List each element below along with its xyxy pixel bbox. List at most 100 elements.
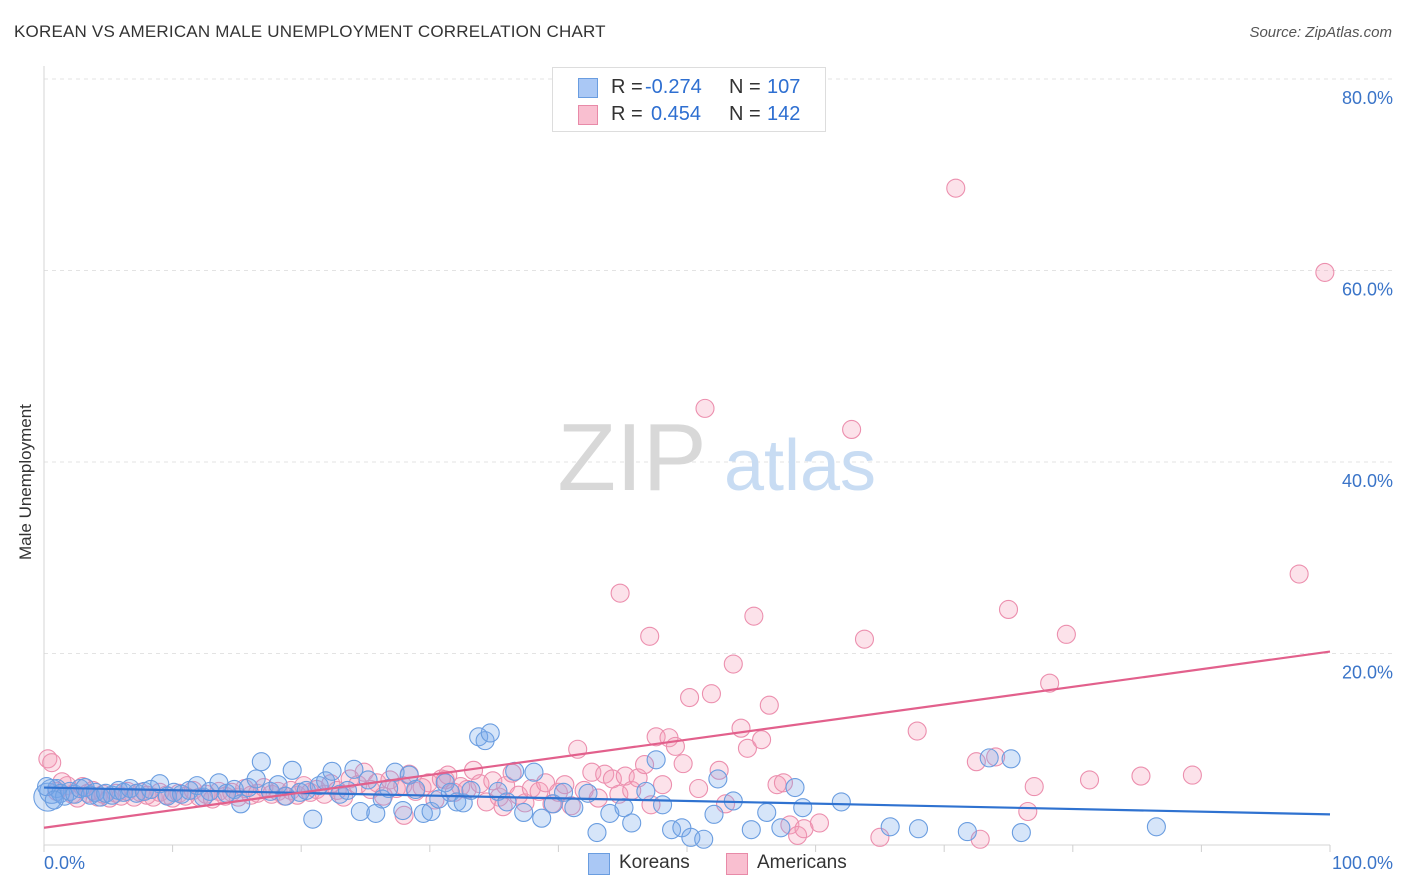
correlation-legend: R = -0.274 N = 107 R = 0.454 N = 142: [552, 67, 826, 132]
korean-point: [757, 802, 777, 822]
american-point: [759, 695, 779, 715]
korean-point: [344, 759, 364, 779]
american-point: [1056, 624, 1076, 644]
korean-point: [908, 819, 929, 839]
watermark-zip: ZIP: [557, 404, 706, 511]
korean-point: [268, 775, 288, 795]
american-point: [496, 776, 516, 796]
korean-point: [246, 769, 266, 789]
american-point: [1315, 262, 1335, 282]
korean-point: [322, 761, 342, 781]
american-point: [680, 687, 700, 708]
american-point: [548, 782, 568, 802]
korean-point: [785, 777, 805, 798]
american-point: [1024, 777, 1044, 797]
korean-point: [524, 762, 544, 782]
american-point: [695, 398, 715, 418]
korean-point: [385, 762, 405, 782]
american-point: [689, 778, 709, 799]
korean-point: [224, 779, 244, 800]
american-point: [752, 730, 772, 750]
american-point: [1182, 765, 1202, 785]
american-point: [907, 721, 927, 741]
bottom-legend-label-koreans: Koreans: [619, 852, 690, 873]
korean-point: [461, 780, 481, 800]
american-point: [966, 752, 986, 772]
american-point: [653, 775, 673, 795]
korean-point: [694, 829, 714, 849]
legend-r-value-koreans: -0.274: [645, 76, 702, 98]
american-point: [38, 749, 58, 769]
american-point: [610, 583, 630, 603]
tick-labels: 20.0% 40.0% 60.0% 80.0% 0.0% 100.0%: [44, 88, 1393, 873]
american-point: [483, 771, 503, 791]
legend-row-koreans: R = -0.274 N = 107: [553, 74, 825, 102]
american-point: [842, 419, 862, 439]
american-point: [731, 718, 751, 738]
american-point: [555, 775, 575, 795]
american-point: [42, 753, 62, 773]
american-point: [854, 629, 875, 649]
bottom-legend-label-americans: Americans: [757, 852, 847, 873]
y-tick-label: 60.0%: [1342, 280, 1393, 300]
korean-point: [303, 809, 323, 829]
korean-point: [164, 782, 184, 802]
legend-swatch-americans: [578, 105, 598, 125]
korean-point: [564, 798, 584, 818]
american-point: [870, 827, 890, 847]
korean-point: [587, 823, 607, 843]
american-point: [998, 599, 1019, 620]
american-point: [1018, 801, 1038, 822]
korean-point: [497, 792, 517, 812]
american-points: [38, 178, 1335, 849]
legend-swatch-koreans: [578, 78, 598, 98]
legend-r-label: R =: [611, 76, 643, 98]
american-point: [1040, 673, 1060, 693]
korean-trend-line: [43, 786, 1331, 816]
grid-lines: [44, 78, 1392, 654]
korean-point: [282, 760, 302, 780]
bottom-legend-swatch-americans: [726, 853, 748, 875]
korean-point: [957, 822, 977, 842]
korean-point: [708, 769, 728, 789]
korean-point: [653, 795, 673, 815]
korean-point: [880, 817, 900, 837]
y-tick-label: 80.0%: [1342, 88, 1393, 108]
korean-point: [646, 750, 666, 770]
american-point: [1289, 564, 1309, 584]
korean-point: [393, 800, 413, 821]
legend-n-label: N =: [729, 103, 761, 125]
korean-point: [793, 798, 813, 818]
american-point: [986, 747, 1006, 767]
korean-points: [33, 723, 1166, 849]
korean-point: [358, 770, 378, 790]
korean-point: [44, 790, 64, 810]
korean-point: [406, 779, 426, 800]
american-point: [1131, 766, 1151, 786]
korean-point: [350, 801, 370, 822]
legend-n-value-americans: 142: [767, 103, 801, 125]
x-tick-label-min: 0.0%: [44, 853, 85, 873]
korean-point: [480, 723, 500, 743]
korean-point: [979, 748, 999, 768]
korean-point: [636, 781, 656, 801]
korean-point: [134, 781, 154, 801]
korean-point: [704, 804, 724, 824]
y-tick-label: 20.0%: [1342, 663, 1393, 683]
american-trend-line: [43, 650, 1331, 829]
korean-point: [622, 813, 642, 833]
korean-point: [413, 803, 433, 823]
watermark-atlas: atlas: [724, 426, 876, 506]
korean-point: [514, 802, 534, 822]
x-tick-label-max: 100.0%: [1332, 853, 1393, 873]
american-point: [946, 178, 966, 198]
korean-point: [741, 820, 761, 840]
watermark: ZIP atlas: [557, 404, 876, 511]
korean-point: [1011, 823, 1031, 843]
korean-point: [366, 803, 386, 823]
american-point: [673, 754, 693, 774]
y-tick-label: 40.0%: [1342, 471, 1393, 491]
bottom-legend-swatch-koreans: [588, 853, 610, 875]
korean-point: [532, 808, 552, 828]
